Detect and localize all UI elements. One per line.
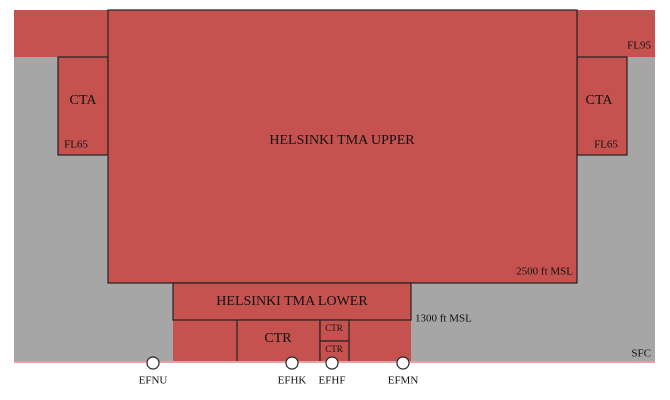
- zone-label: CTR: [264, 331, 292, 346]
- zone-label: HELSINKI TMA LOWER: [216, 294, 368, 309]
- level-label: FL95: [627, 40, 651, 52]
- cta-left: [57, 56, 109, 156]
- airport-label: EFHF: [319, 375, 346, 387]
- level-label: SFC: [631, 348, 651, 360]
- airport-marker: [325, 356, 339, 370]
- airport-label: EFHK: [278, 375, 307, 387]
- zone-floor: FL65: [64, 139, 88, 151]
- zone-floor: 2500 ft MSL: [516, 266, 573, 278]
- airport-label: EFMN: [388, 375, 419, 387]
- airport-marker: [146, 356, 160, 370]
- zone-floor: FL65: [594, 139, 618, 151]
- tma-upper: [107, 9, 578, 284]
- zone-floor: 1300 ft MSL: [415, 313, 472, 325]
- airport-marker: [396, 356, 410, 370]
- zone-label: CTR: [325, 344, 343, 354]
- zone-label: CTA: [70, 93, 98, 108]
- zone-label: CTA: [586, 93, 614, 108]
- zone-label: CTR: [325, 323, 343, 333]
- airport-label: EFNU: [139, 375, 168, 387]
- zone-label: HELSINKI TMA UPPER: [269, 133, 415, 148]
- airport-marker: [285, 356, 299, 370]
